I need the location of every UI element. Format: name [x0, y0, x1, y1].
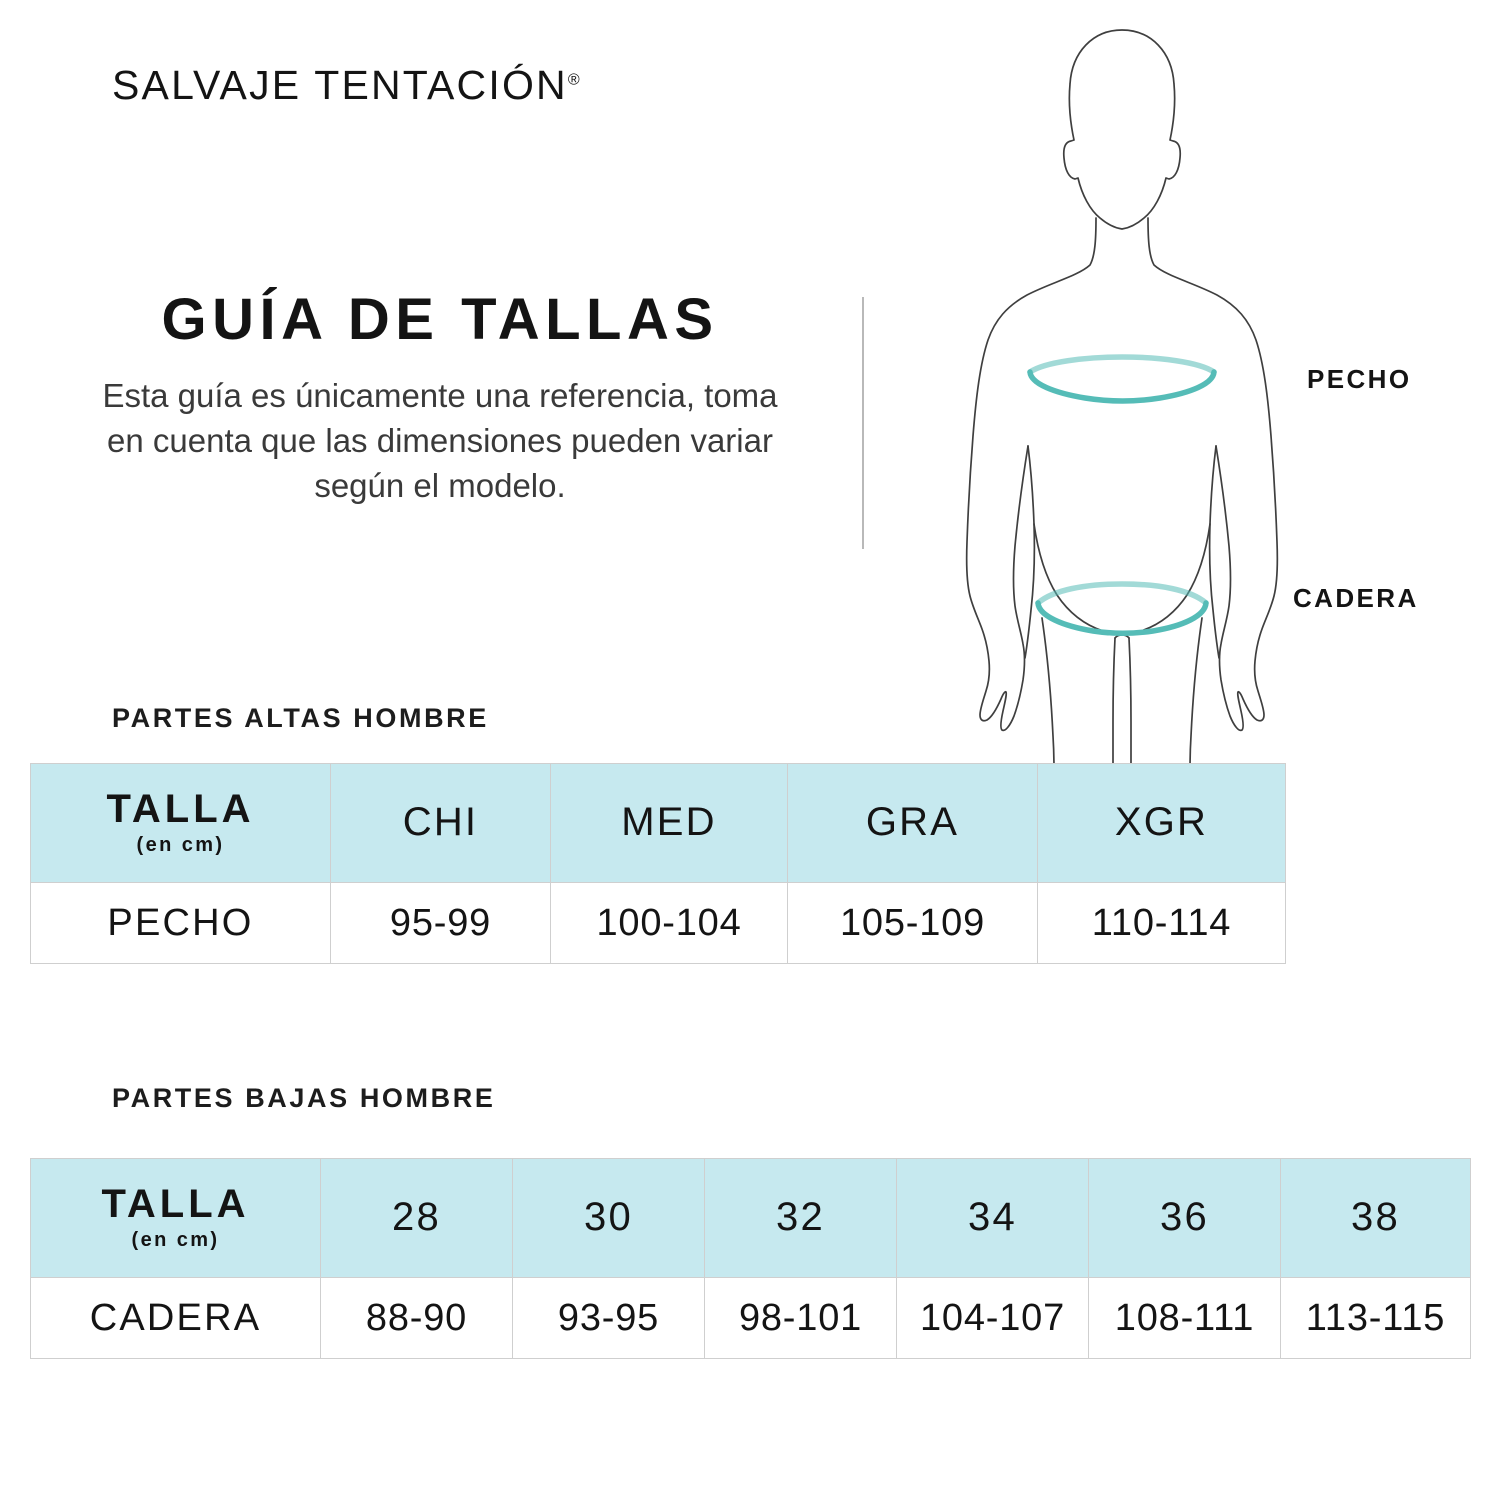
table-header-col-4-label: 36 [1160, 1195, 1209, 1240]
section-caption-upper: PARTES ALTAS HOMBRE [112, 703, 489, 733]
table-cell-0: 88-90 [320, 1277, 513, 1359]
table-header-talla-main: TALLA [106, 786, 255, 831]
table-header-col-4: 36 [1088, 1158, 1281, 1278]
table-header-col-0: 28 [320, 1158, 513, 1278]
registered-mark-icon: ® [567, 71, 580, 89]
table-row: CADERA 88-90 93-95 98-101 104-107 108-11… [30, 1277, 1471, 1359]
table-header-col-0-label: 28 [392, 1195, 441, 1240]
table-header-col-0-label: CHI [402, 800, 479, 845]
callout-label-chest: PECHO [1307, 364, 1412, 394]
size-table-lower: TALLA (en cm) 28 30 32 34 36 38 [30, 1158, 1471, 1359]
body-figure [935, 18, 1310, 770]
table-cell-1: 93-95 [512, 1277, 705, 1359]
table-header-row: TALLA (en cm) CHI MED GRA XGR [30, 763, 1286, 883]
intro-block: GUÍA DE TALLAS Esta guía es únicamente u… [60, 287, 820, 509]
table-header-col-0: CHI [330, 763, 551, 883]
table-header-talla-main: TALLA [101, 1181, 250, 1226]
table-header-col-2-label: 32 [776, 1195, 825, 1240]
table-cell-0: 95-99 [330, 882, 551, 964]
table-cell-2: 105-109 [787, 882, 1038, 964]
hip-measure-band [1035, 581, 1209, 636]
table-cell-3: 110-114 [1037, 882, 1286, 964]
table-row-label: PECHO [30, 882, 331, 964]
table-cell-1: 100-104 [550, 882, 788, 964]
table-row: PECHO 95-99 100-104 105-109 110-114 [30, 882, 1286, 964]
table-header-col-5: 38 [1280, 1158, 1471, 1278]
vertical-divider [862, 297, 864, 549]
table-header-col-2: 32 [704, 1158, 897, 1278]
table-cell-3: 104-107 [896, 1277, 1089, 1359]
table-cell-4: 108-111 [1088, 1277, 1281, 1359]
table-header-talla: TALLA (en cm) [30, 1158, 321, 1278]
intro-description: Esta guía es únicamente una referencia, … [102, 376, 778, 505]
callout-label-hip: CADERA [1293, 583, 1419, 613]
table-header-col-3-label: XGR [1114, 800, 1209, 845]
table-cell-5: 113-115 [1280, 1277, 1471, 1359]
section-caption-lower: PARTES BAJAS HOMBRE [112, 1083, 496, 1113]
table-header-col-3: XGR [1037, 763, 1286, 883]
table-header-col-5-label: 38 [1351, 1195, 1400, 1240]
brand-name: SALVAJE TENTACIÓN [112, 62, 568, 108]
table-header-talla-sub: (en cm) [131, 1229, 220, 1252]
table-header-col-2: GRA [787, 763, 1038, 883]
table-header-col-3-label: 34 [968, 1195, 1017, 1240]
table-header-col-1: MED [550, 763, 788, 883]
table-header-col-1-label: 30 [584, 1195, 633, 1240]
table-cell-2: 98-101 [704, 1277, 897, 1359]
table-row-label: CADERA [30, 1277, 321, 1359]
table-header-col-1-label: MED [621, 800, 717, 845]
size-table-upper: TALLA (en cm) CHI MED GRA XGR PECHO 95-9… [30, 763, 1286, 964]
table-header-col-1: 30 [512, 1158, 705, 1278]
table-header-col-3: 34 [896, 1158, 1089, 1278]
table-header-col-2-label: GRA [865, 800, 960, 845]
page-title: GUÍA DE TALLAS [161, 287, 719, 352]
table-header-talla-sub: (en cm) [136, 834, 225, 857]
chest-measure-band [1027, 354, 1217, 404]
brand-wordmark: SALVAJE TENTACIÓN® [112, 62, 580, 109]
table-header-talla: TALLA (en cm) [30, 763, 331, 883]
table-header-row: TALLA (en cm) 28 30 32 34 36 38 [30, 1158, 1471, 1278]
